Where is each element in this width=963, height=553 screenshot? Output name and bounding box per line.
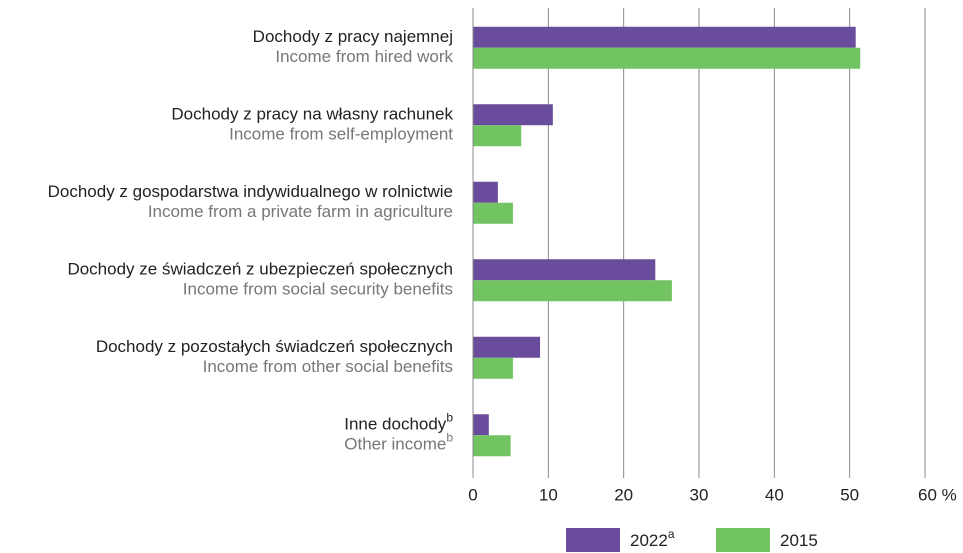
category-label-en: Income from other social benefits — [203, 357, 453, 376]
category-label-text: Dochody ze świadczeń z ubezpieczeń społe… — [67, 260, 453, 279]
category-label-en-text: Income from a private farm in agricultur… — [148, 202, 453, 221]
bar — [473, 280, 672, 302]
footnote-marker: a — [668, 527, 675, 541]
legend-swatch — [716, 528, 770, 552]
bar — [473, 47, 861, 69]
category-label-en: Other incomeb — [344, 430, 453, 453]
legend-label: 2022a — [630, 527, 675, 550]
category-label-en-text: Income from self-employment — [229, 125, 453, 144]
bar — [473, 336, 541, 358]
x-tick-label: 0 — [468, 485, 477, 504]
x-tick-label: 20 — [614, 485, 633, 504]
x-tick-label: 10 — [539, 485, 558, 504]
category-label-text: Dochody z pracy najemnej — [253, 27, 453, 46]
legend-swatch — [566, 528, 620, 552]
x-tick-label: 50 — [840, 485, 859, 504]
bar — [473, 414, 489, 436]
category-label-en-text: Income from hired work — [275, 47, 453, 66]
category-label: Dochody z pracy na własny rachunek — [171, 105, 453, 124]
category-label: Inne dochodyb — [344, 410, 453, 433]
category-label-en: Income from hired work — [275, 47, 453, 66]
category-label-text: Inne dochody — [344, 415, 447, 434]
category-label-text: Dochody z gospodarstwa indywidualnego w … — [48, 182, 453, 201]
category-label-en-text: Income from social security benefits — [183, 280, 453, 299]
bar — [473, 259, 656, 281]
bar — [473, 26, 856, 48]
x-tick-label: 60 % — [918, 485, 957, 504]
category-label-en: Income from a private farm in agricultur… — [148, 202, 453, 221]
category-label: Dochody ze świadczeń z ubezpieczeń społe… — [67, 260, 453, 279]
legend-label: 2015 — [780, 531, 818, 550]
category-label-en-text: Income from other social benefits — [203, 357, 453, 376]
category-label-en: Income from social security benefits — [183, 280, 453, 299]
category-label: Dochody z gospodarstwa indywidualnego w … — [48, 182, 453, 201]
category-label-en-text: Other income — [344, 435, 446, 454]
bar — [473, 104, 553, 126]
legend-label-text: 2022 — [630, 531, 668, 550]
bar — [473, 202, 513, 224]
bar — [473, 125, 522, 147]
category-label-en: Income from self-employment — [229, 125, 453, 144]
x-tick-label: 30 — [690, 485, 709, 504]
bar — [473, 435, 511, 457]
footnote-marker: b — [446, 430, 453, 444]
x-tick-label: 40 — [765, 485, 784, 504]
category-label: Dochody z pozostałych świadczeń społeczn… — [96, 337, 453, 356]
category-label-text: Dochody z pracy na własny rachunek — [171, 105, 453, 124]
bar — [473, 181, 498, 203]
footnote-marker: b — [446, 410, 453, 424]
category-label: Dochody z pracy najemnej — [253, 27, 453, 46]
bar — [473, 357, 513, 379]
category-label-text: Dochody z pozostałych świadczeń społeczn… — [96, 337, 453, 356]
legend-label-text: 2015 — [780, 531, 818, 550]
